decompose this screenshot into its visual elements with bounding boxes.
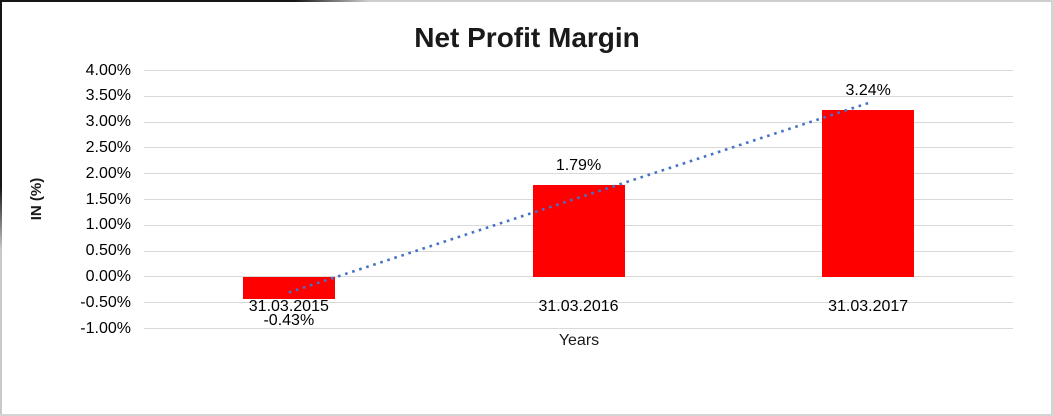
- y-tick-label: 0.50%: [85, 242, 131, 260]
- y-tick-label: 2.00%: [85, 164, 131, 182]
- bar: [822, 109, 915, 277]
- bar-data-label: 3.24%: [845, 81, 891, 99]
- bar: [532, 184, 625, 277]
- y-tick-label: 1.00%: [85, 216, 131, 234]
- bar-data-label: 1.79%: [555, 156, 602, 174]
- y-tick-label: 1.50%: [85, 190, 131, 208]
- bar: [242, 276, 335, 300]
- gridline: [144, 302, 1013, 304]
- y-tick-label: -0.50%: [80, 293, 131, 311]
- gridline: [144, 95, 1013, 97]
- y-tick-label: 3.00%: [85, 113, 131, 131]
- y-tick-label: 0.00%: [85, 267, 131, 285]
- category-label: 31.03.2017: [828, 297, 909, 315]
- y-tick-label: 4.00%: [85, 61, 131, 79]
- frame-border-top: [0, 0, 1054, 2]
- y-tick-label: -1.00%: [80, 319, 131, 337]
- y-tick-label: 2.50%: [85, 138, 131, 156]
- x-axis-title: Years: [558, 332, 600, 349]
- bar-data-label: -0.43%: [263, 312, 315, 330]
- gridline: [144, 70, 1013, 71]
- gridline: [144, 328, 1013, 329]
- category-label: 31.03.2016: [538, 297, 619, 315]
- category-label: 31.03.2015: [248, 297, 329, 315]
- chart-title: Net Profit Margin: [414, 22, 640, 53]
- y-tick-label: 3.50%: [85, 87, 131, 105]
